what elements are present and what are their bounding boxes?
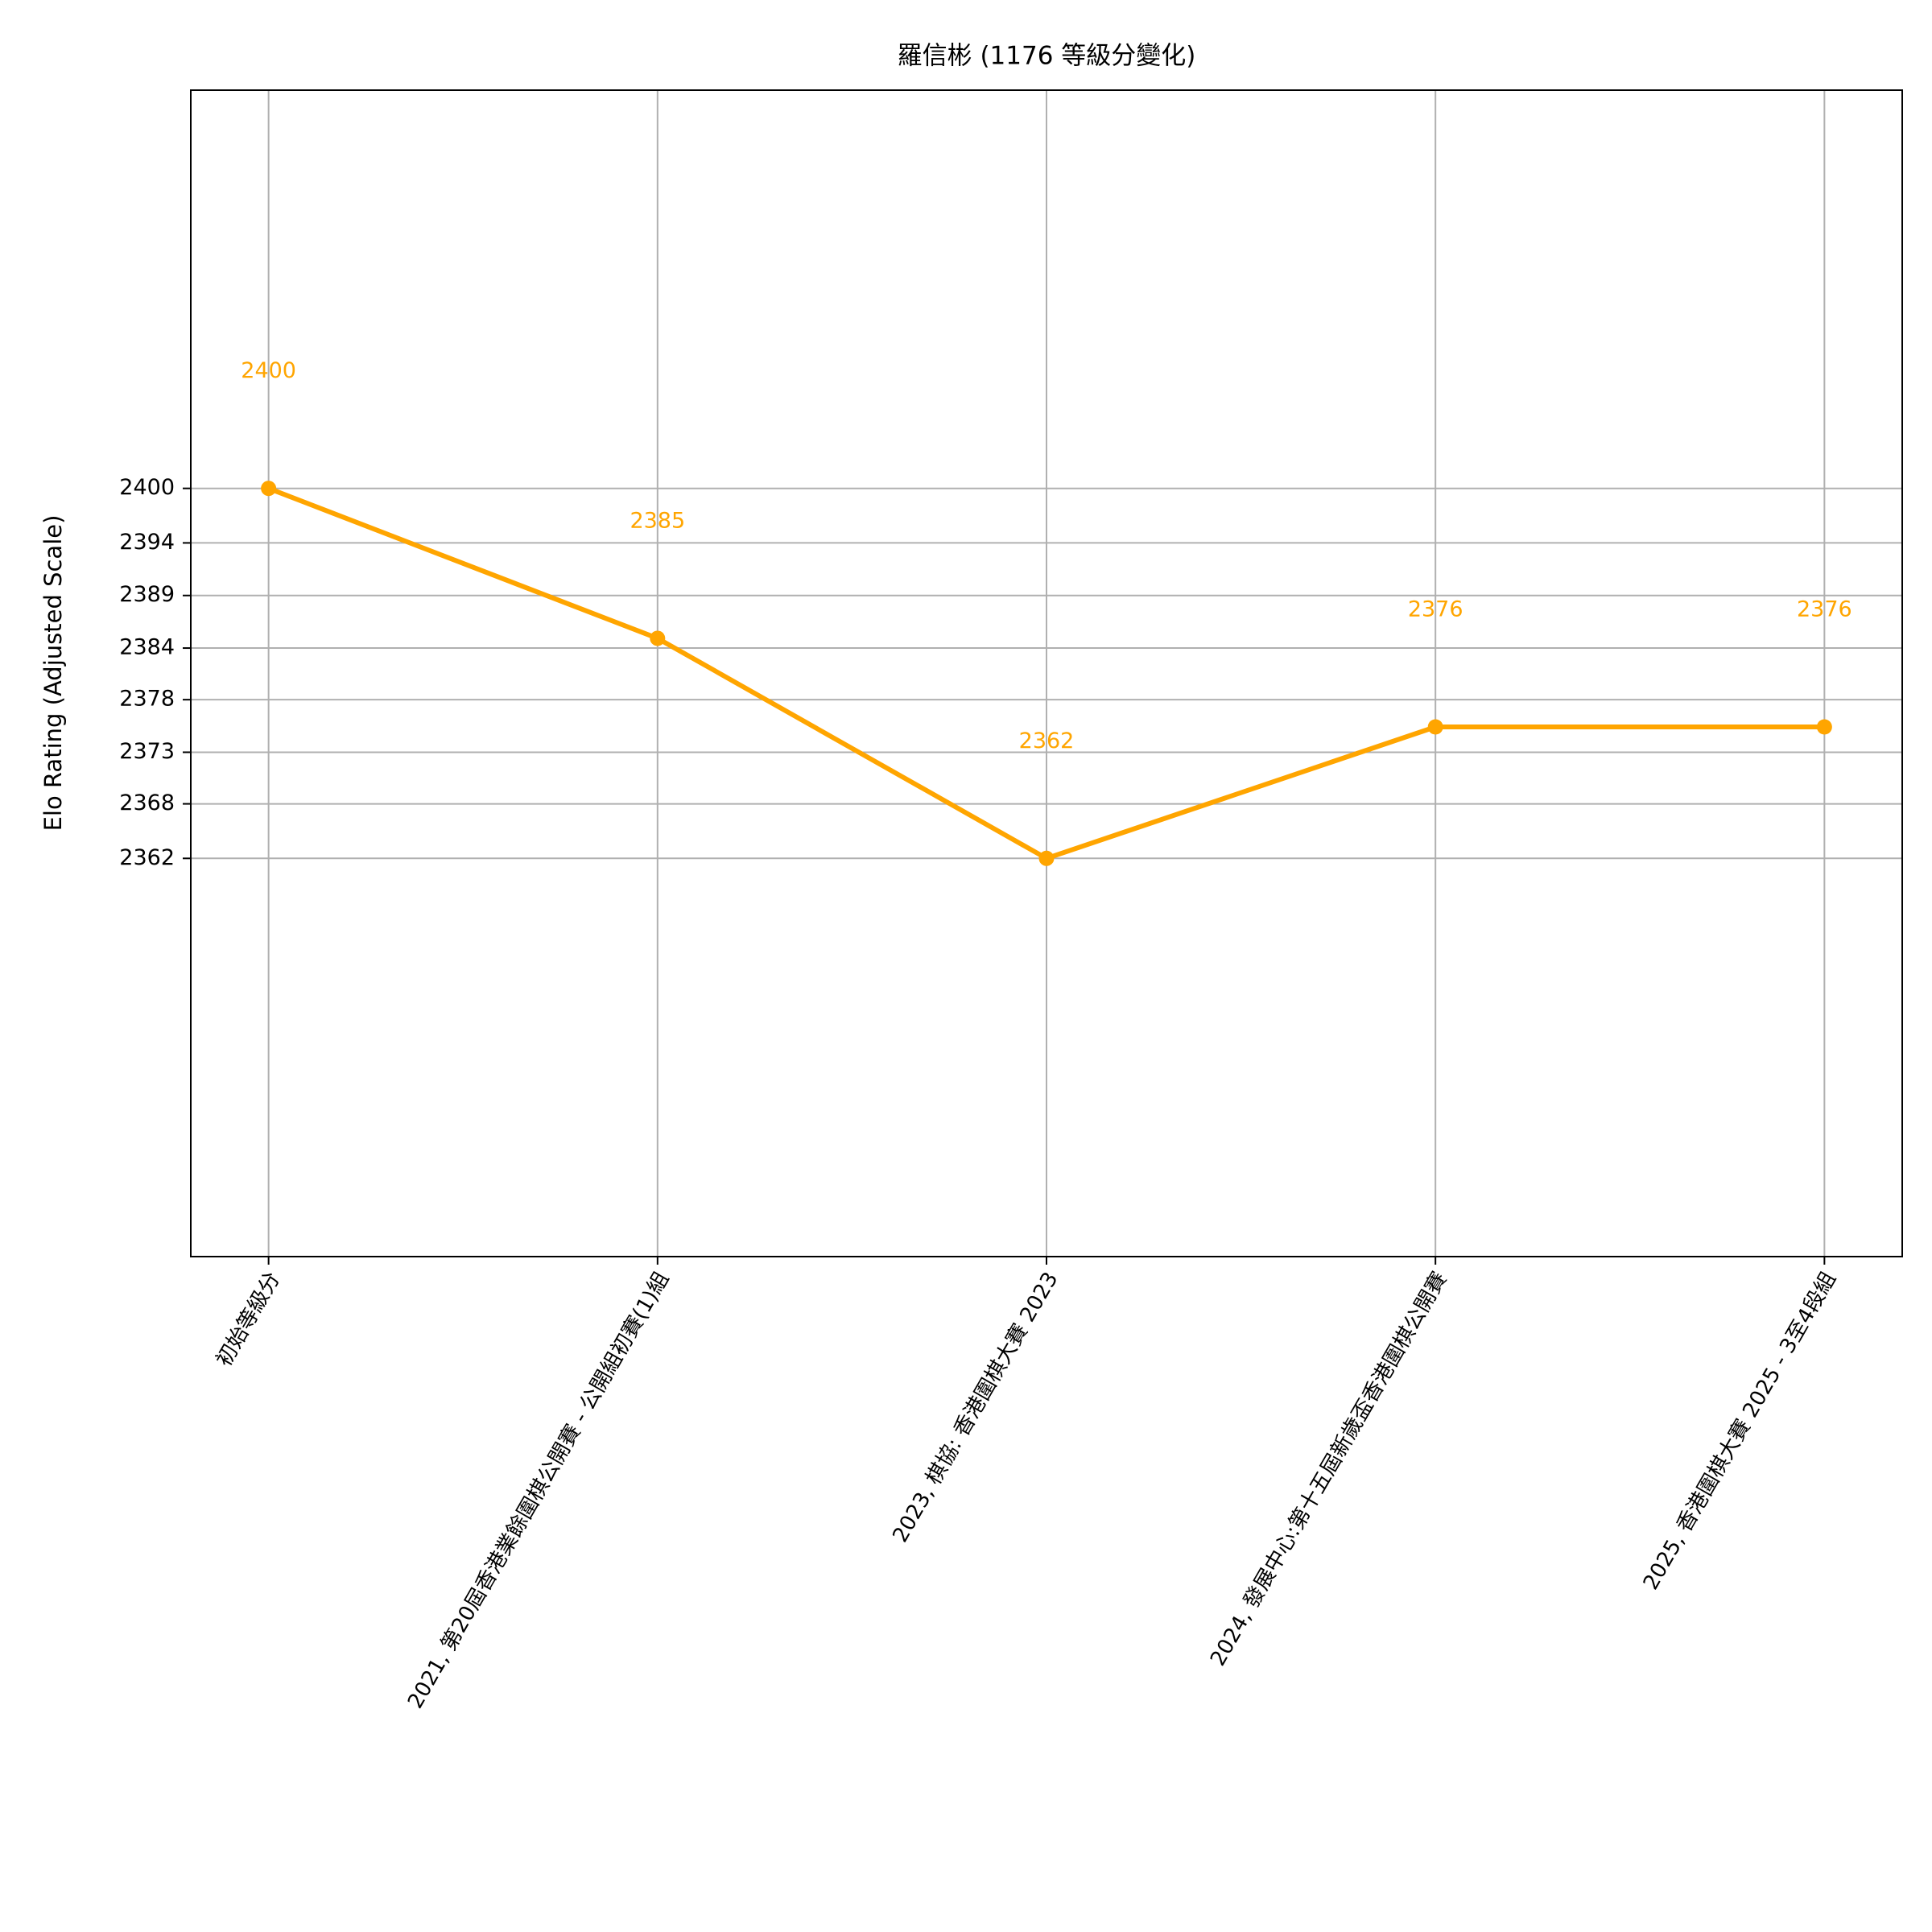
y-tick-label: 2400 bbox=[119, 475, 175, 500]
chart-title: 羅信彬 (1176 等級分變化) bbox=[898, 42, 1196, 71]
data-label: 2385 bbox=[630, 508, 685, 533]
marker bbox=[1038, 850, 1055, 866]
marker bbox=[650, 630, 666, 646]
data-label: 2376 bbox=[1408, 597, 1463, 622]
y-tick-label: 2378 bbox=[119, 687, 175, 712]
y-axis-label: Elo Rating (Adjusted Scale) bbox=[39, 515, 67, 832]
plot: 2400 2385 2362 2376 2376 bbox=[241, 358, 1852, 866]
y-tick-label: 2373 bbox=[119, 739, 175, 764]
y-tick-label: 2389 bbox=[119, 582, 175, 607]
y-tick-label: 2362 bbox=[119, 845, 175, 870]
data-label: 2400 bbox=[241, 358, 296, 383]
y-tick-label: 2394 bbox=[119, 530, 175, 555]
marker bbox=[1427, 719, 1443, 735]
y-tick-label: 2384 bbox=[119, 635, 175, 660]
data-label: 2362 bbox=[1019, 729, 1075, 753]
data-label: 2376 bbox=[1797, 597, 1852, 622]
y-tick-label: 2368 bbox=[119, 791, 175, 815]
grid bbox=[191, 90, 1902, 1257]
marker bbox=[261, 481, 277, 497]
marker bbox=[1816, 719, 1832, 735]
